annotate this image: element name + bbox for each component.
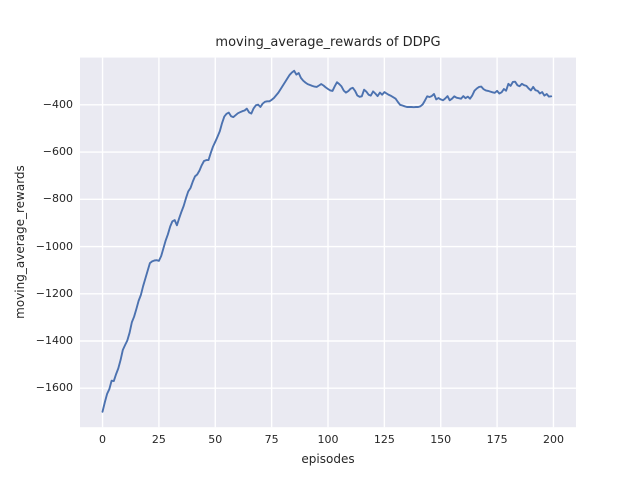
y-tick-label: −800 [42, 192, 73, 206]
x-tick-label: 200 [543, 433, 564, 446]
y-tick-label: −1400 [35, 334, 73, 347]
data-line-moving_average_rewards [101, 69, 553, 413]
x-tick-label: 50 [208, 433, 223, 446]
x-tick-label: 150 [430, 433, 452, 446]
chart-title: moving_average_rewards of DDPG [215, 35, 441, 50]
x-tick-label: 100 [317, 433, 339, 446]
y-tick-label: −1200 [35, 286, 73, 300]
y-tick-label: −1600 [35, 381, 73, 395]
x-tick-label: 25 [151, 433, 166, 446]
y-tick-label: −600 [42, 145, 73, 159]
x-tick-label: 0 [99, 433, 106, 446]
x-tick-label: 175 [486, 433, 508, 446]
y-tick-label: −400 [42, 97, 73, 111]
x-axis-label: episodes [301, 452, 355, 466]
x-tick-label: 75 [264, 433, 279, 446]
x-tick-label: 125 [373, 433, 395, 446]
y-tick-label: −1000 [35, 239, 73, 253]
